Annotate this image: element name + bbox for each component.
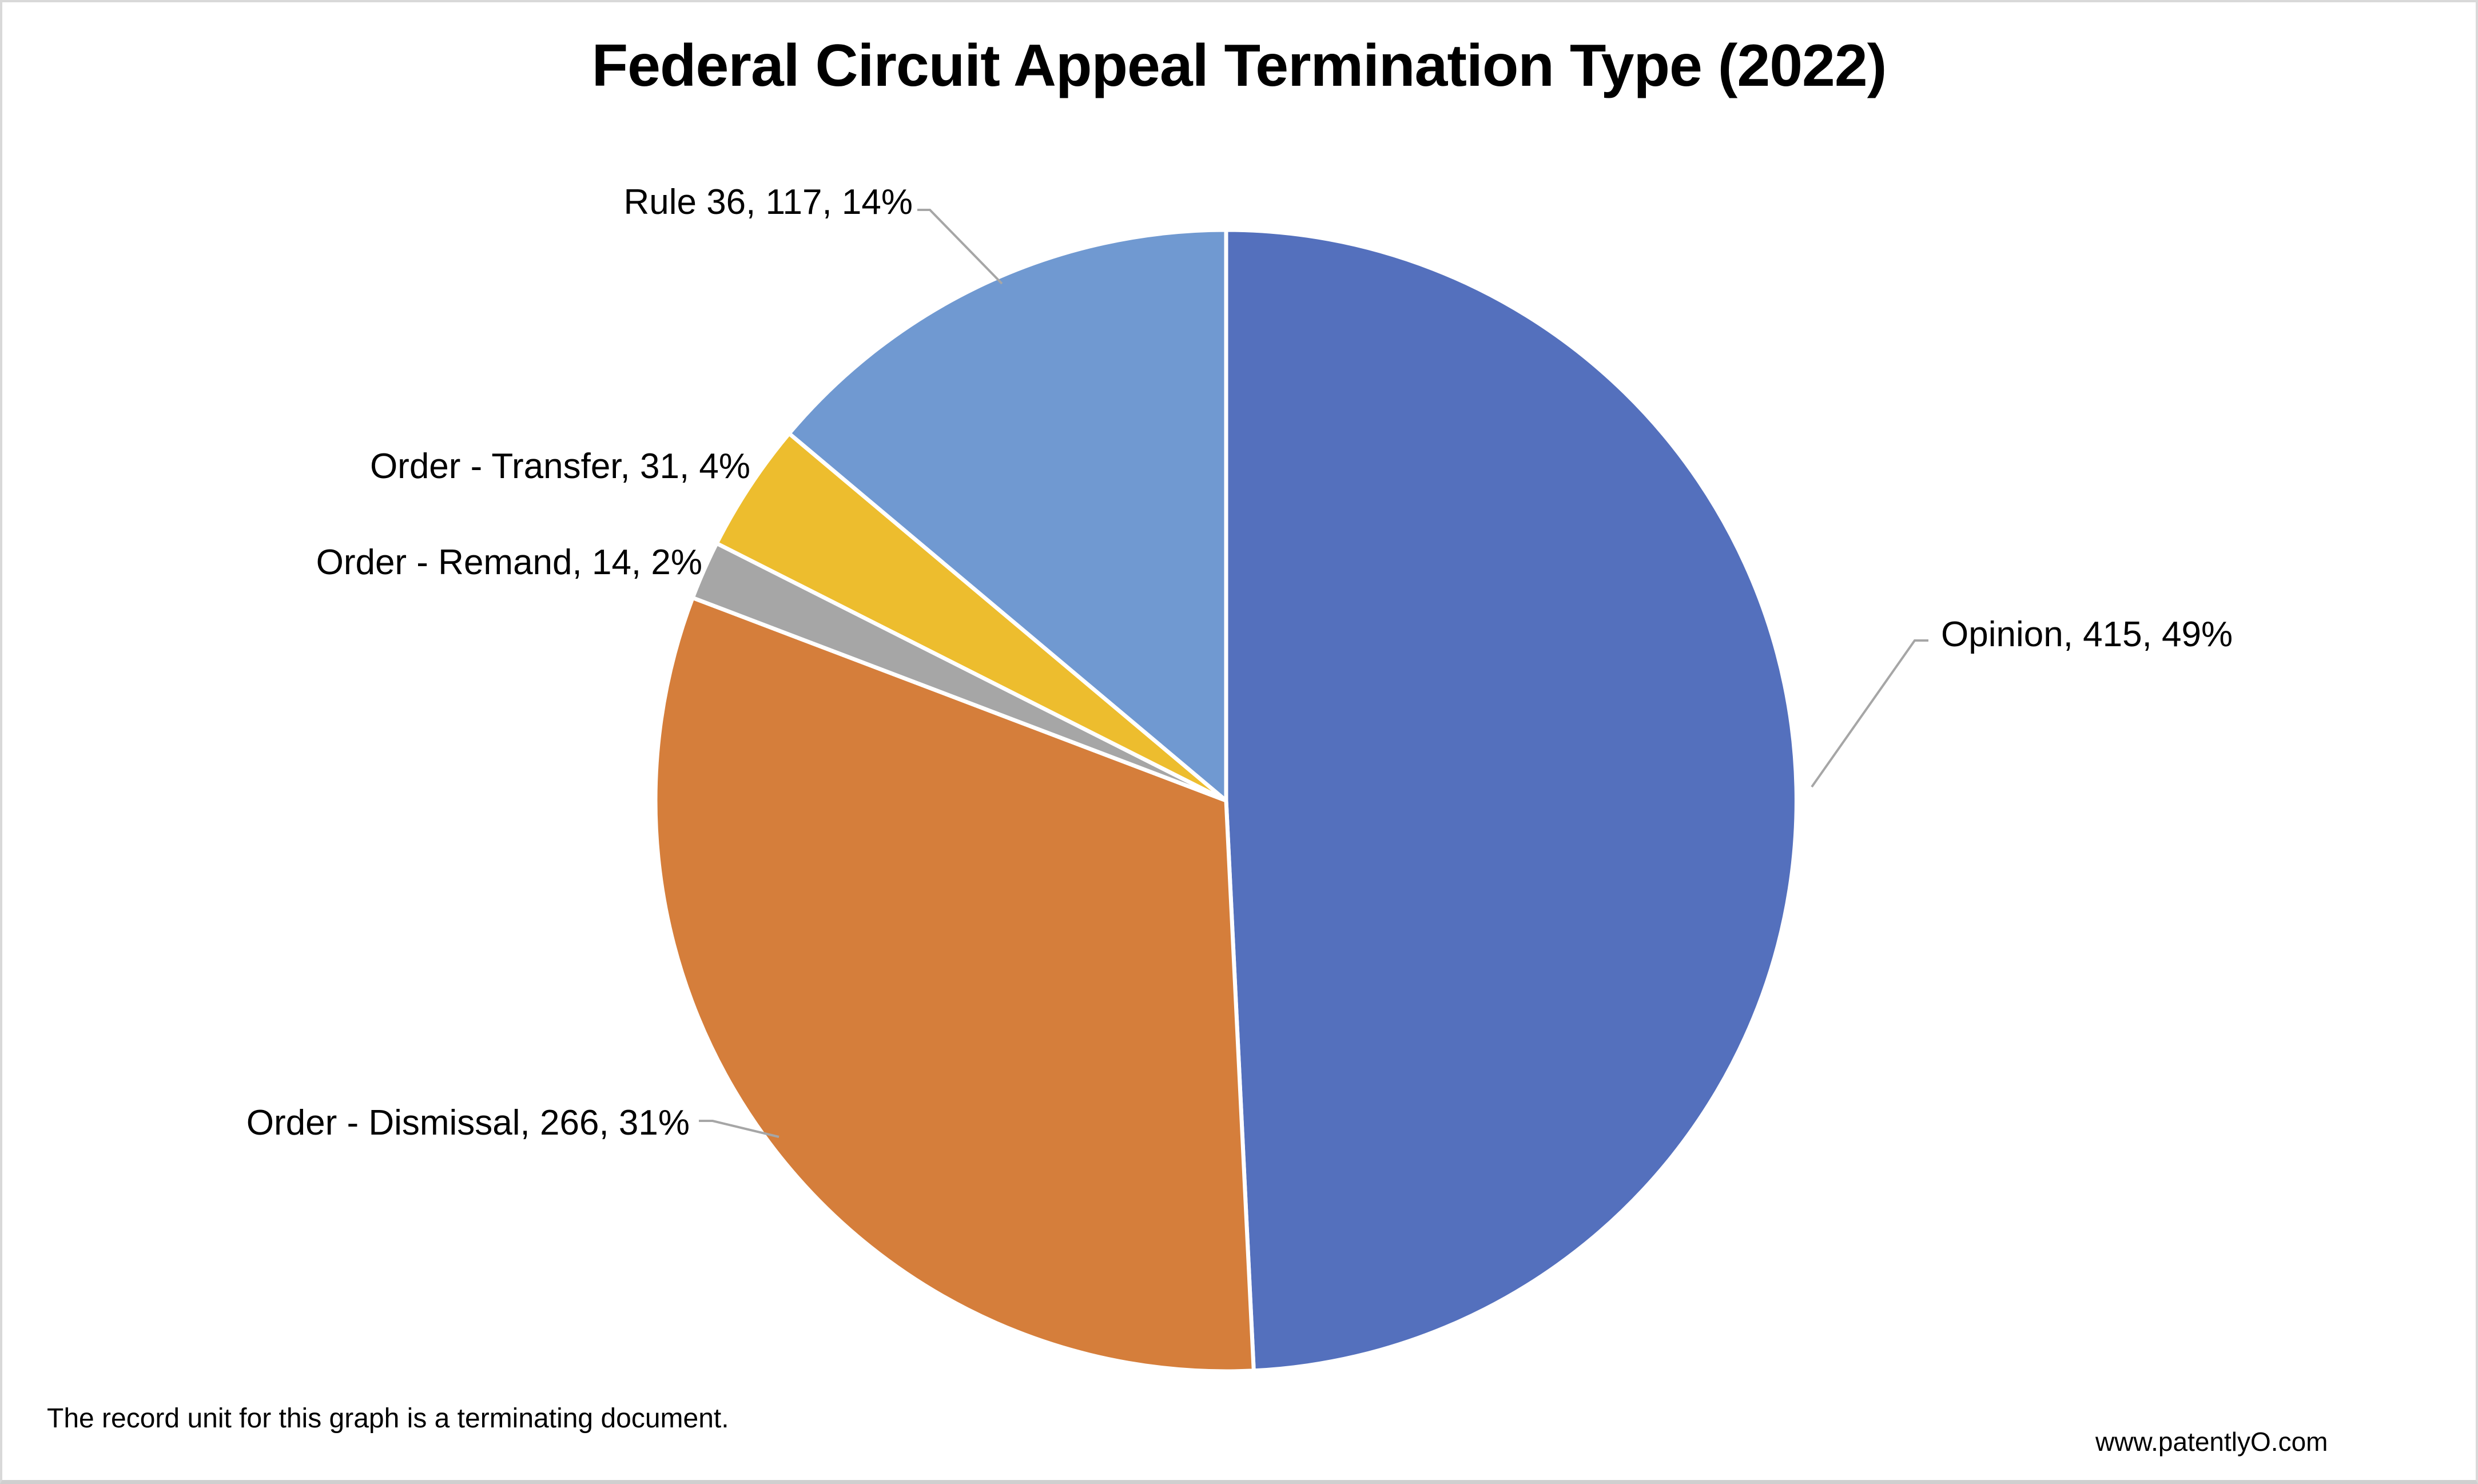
pie-slices — [653, 228, 1799, 1374]
leader-line-opinion — [1811, 639, 1928, 788]
pie-slice-rule-36 — [787, 228, 1228, 803]
slice-label-order-dismissal: Order - Dismissal, 266, 31% — [246, 1103, 690, 1143]
footer-note: The record unit for this graph is a term… — [47, 1403, 729, 1434]
pie-slice-order-transfer — [714, 431, 1228, 803]
slice-label-rule-36: Rule 36, 117, 14% — [623, 182, 913, 222]
leader-line-dismissal — [699, 1120, 779, 1138]
leader-lines — [699, 209, 1928, 1138]
footer-website: www.patentlyO.com — [2095, 1427, 2328, 1457]
slice-label-order-remand: Order - Remand, 14, 2% — [316, 543, 702, 582]
pie-slice-opinion — [1224, 228, 1799, 1373]
pie-slice-order-dismissal — [653, 595, 1256, 1374]
chart-title: Federal Circuit Appeal Termination Type … — [591, 33, 1887, 99]
slice-label-opinion: Opinion, 415, 49% — [1941, 615, 2233, 654]
leader-line-rule36 — [917, 209, 1003, 285]
slice-label-order-transfer: Order - Transfer, 31, 4% — [369, 447, 750, 486]
